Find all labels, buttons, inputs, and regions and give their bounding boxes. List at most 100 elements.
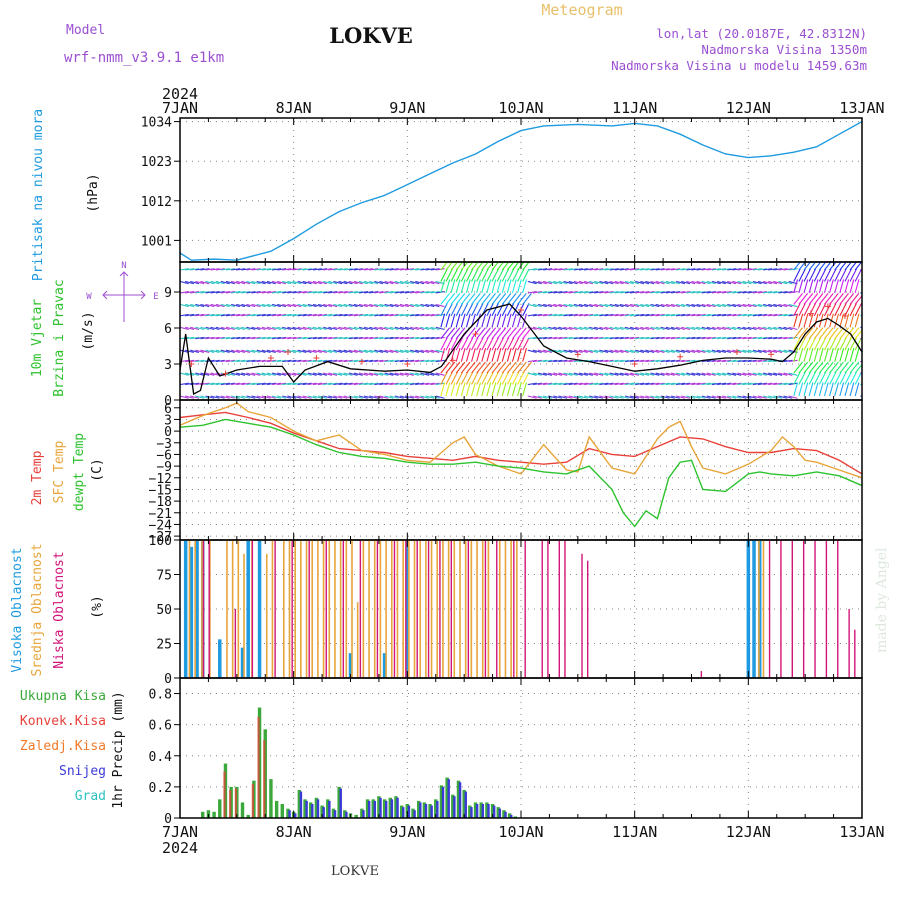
x-tick-label-top: 12JAN bbox=[726, 99, 771, 117]
precip-bar-0 bbox=[485, 802, 489, 818]
wind-barb bbox=[471, 382, 476, 397]
wind-barb bbox=[844, 313, 850, 328]
wind-barb bbox=[650, 291, 660, 294]
wind-barb bbox=[210, 303, 220, 308]
wind-barb bbox=[818, 303, 827, 317]
wind-barb bbox=[501, 268, 510, 282]
wind-barb bbox=[563, 280, 573, 285]
wind-barb bbox=[445, 327, 456, 340]
wind-barb bbox=[676, 313, 686, 317]
wind-barb bbox=[532, 303, 542, 308]
wind-barb bbox=[384, 359, 394, 363]
wind-barb bbox=[410, 382, 420, 386]
wind-barb bbox=[614, 382, 624, 386]
wind-barb bbox=[394, 372, 404, 376]
wind-barb bbox=[445, 293, 456, 305]
wind-barb bbox=[793, 262, 801, 271]
wind-barb bbox=[609, 326, 619, 331]
wind-barb bbox=[543, 326, 553, 331]
wind-barb bbox=[506, 337, 515, 351]
wind-barb bbox=[236, 359, 246, 363]
y-tick-label: 6 bbox=[164, 402, 172, 417]
wind-barb bbox=[425, 326, 435, 331]
wind-barb bbox=[440, 313, 446, 328]
wind-barb bbox=[328, 303, 338, 308]
precip-bar-2 bbox=[436, 800, 439, 818]
wind-gust-marker bbox=[267, 355, 274, 361]
wind-barb bbox=[379, 268, 389, 271]
wind-barb bbox=[553, 291, 563, 294]
wind-barb bbox=[486, 293, 497, 305]
wind-barb bbox=[553, 303, 563, 308]
wind-barb bbox=[727, 359, 737, 363]
wind-barb bbox=[256, 395, 266, 399]
wind-barb bbox=[225, 336, 236, 340]
wind-barb bbox=[645, 395, 655, 399]
cloud-bar-0 bbox=[382, 653, 387, 678]
wind-barb bbox=[573, 291, 583, 294]
wind-barb bbox=[410, 395, 420, 399]
wind-barb bbox=[727, 280, 737, 285]
wind-barb bbox=[435, 291, 445, 294]
wind-barb bbox=[420, 395, 430, 399]
wind-barb bbox=[645, 313, 655, 317]
precip-bar-0 bbox=[274, 800, 279, 818]
wind-barb bbox=[496, 327, 507, 340]
wind-barb bbox=[185, 291, 195, 294]
wind-barb bbox=[506, 262, 515, 271]
wind-barb bbox=[527, 372, 537, 376]
wind-barb bbox=[312, 372, 322, 376]
wind-barb bbox=[686, 313, 696, 317]
wind-barb bbox=[415, 303, 425, 308]
wind-barb bbox=[803, 327, 814, 340]
wind-barb bbox=[716, 268, 727, 271]
wind-barb bbox=[727, 382, 737, 386]
wind-barb bbox=[604, 268, 614, 271]
cloud-bar-1 bbox=[194, 540, 196, 678]
wind-barb bbox=[282, 359, 292, 363]
wind-barb bbox=[481, 279, 487, 294]
wind-barb bbox=[404, 280, 414, 285]
wind-barb bbox=[665, 291, 675, 294]
wind-barb bbox=[604, 326, 614, 331]
cloud-bar-1 bbox=[271, 540, 274, 678]
wind-barb bbox=[302, 372, 312, 376]
wind-barb bbox=[584, 268, 594, 271]
precip-bar-1 bbox=[257, 716, 260, 818]
wind-barb bbox=[420, 303, 430, 308]
cloud-bar-2 bbox=[427, 540, 430, 678]
wind-barb bbox=[399, 372, 409, 376]
wind-barb bbox=[180, 372, 189, 376]
wind-barb bbox=[793, 327, 803, 340]
wind-barb bbox=[742, 359, 752, 363]
wind-barb bbox=[665, 268, 675, 271]
wind-barb bbox=[343, 372, 353, 376]
wind-barb bbox=[711, 313, 721, 317]
wind-barb bbox=[210, 349, 220, 353]
wind-barb bbox=[251, 326, 261, 331]
wind-barb bbox=[594, 313, 604, 317]
wind-barb bbox=[236, 291, 246, 294]
wind-barb bbox=[180, 395, 189, 399]
wind-barb bbox=[578, 280, 588, 285]
cloud-bar-2 bbox=[848, 609, 850, 678]
wind-barb bbox=[696, 313, 706, 317]
precip-bar-0 bbox=[320, 805, 324, 818]
wind-barb bbox=[404, 395, 414, 399]
wind-barb bbox=[496, 347, 502, 362]
wind-barb bbox=[778, 291, 788, 294]
y-tick-label: 3 bbox=[164, 413, 172, 428]
wind-barb bbox=[686, 326, 696, 331]
cloud-bar-1 bbox=[188, 540, 191, 678]
wind-barb bbox=[624, 382, 634, 386]
cloud-bar-1 bbox=[762, 540, 765, 678]
wind-barb bbox=[742, 291, 752, 294]
wind-barb bbox=[246, 372, 256, 376]
wind-barb bbox=[614, 268, 624, 271]
wind-barb bbox=[624, 336, 634, 340]
wind-barb bbox=[670, 372, 680, 376]
wind-barb bbox=[501, 361, 512, 374]
wind-barb bbox=[404, 336, 415, 340]
wind-barb bbox=[676, 303, 686, 308]
wind-barb bbox=[676, 268, 686, 271]
